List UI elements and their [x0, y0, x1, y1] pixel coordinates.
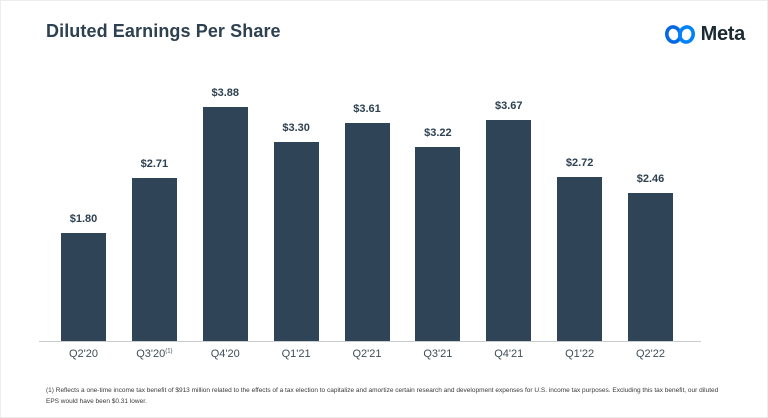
bar: [131, 177, 177, 341]
bar-column: $2.72: [557, 157, 603, 341]
meta-wordmark: Meta: [700, 23, 746, 45]
x-axis-label: Q3'20(1): [136, 348, 173, 360]
bar-value-label: $2.72: [565, 157, 594, 169]
meta-logo: Meta: [664, 23, 745, 46]
bar-value-label: $2.46: [636, 172, 665, 185]
bar-column: $3.67: [486, 99, 532, 341]
x-axis-label: Q1'21: [281, 348, 311, 360]
x-axis-label: Q4'20: [210, 348, 240, 360]
bar-column: $3.61: [344, 103, 390, 341]
bars-row: $1.80 $2.71 $3.88 $3.30 $3.61 $3.22 $3.67 $2.72…: [61, 87, 673, 341]
x-axis-label: Q2'21: [352, 348, 382, 360]
x-axis: Q2'20 Q3'20(1) Q4'20 Q1'21 Q2'21 Q3'21 Q4'21 Q1…: [61, 348, 673, 360]
meta-infinity-icon: [664, 25, 695, 44]
bar-column: $3.30: [273, 122, 319, 341]
bar-column: $3.22: [415, 126, 461, 341]
bar-value-label: $1.80: [69, 212, 98, 225]
bar: [202, 107, 248, 341]
bar: [628, 192, 673, 341]
bar-column: $2.71: [131, 157, 177, 341]
bar: [486, 119, 532, 341]
x-axis-label: Q2'20: [68, 348, 98, 360]
bar-column: $1.80: [61, 212, 106, 341]
bar: [557, 177, 603, 341]
bar-value-label: $3.67: [494, 99, 523, 112]
bar-value-label: $3.22: [424, 126, 452, 139]
bar-value-label: $2.71: [140, 157, 169, 170]
bar: [61, 232, 106, 341]
x-axis-label: Q4'21: [494, 348, 524, 360]
bar-value-label: $3.30: [282, 122, 310, 134]
bar-value-label: $3.88: [211, 87, 240, 100]
bar-value-label: $3.61: [353, 103, 381, 116]
bar-column: $3.88: [202, 87, 248, 341]
x-axis-label: Q1'22: [565, 348, 595, 360]
bar: [415, 146, 461, 341]
x-axis-label: Q3'21: [423, 348, 453, 360]
bar: [273, 142, 319, 341]
page-title: Diluted Earnings Per Share: [46, 21, 281, 41]
bar-column: $2.46: [628, 173, 673, 341]
x-axis-label: Q2'22: [635, 348, 665, 360]
bar: [344, 123, 390, 341]
bar-chart: $1.80 $2.71 $3.88 $3.30 $3.61 $3.22 $3.67 $2.72…: [39, 87, 701, 342]
footnote: (1) Reflects a one-time income tax benef…: [46, 387, 719, 406]
